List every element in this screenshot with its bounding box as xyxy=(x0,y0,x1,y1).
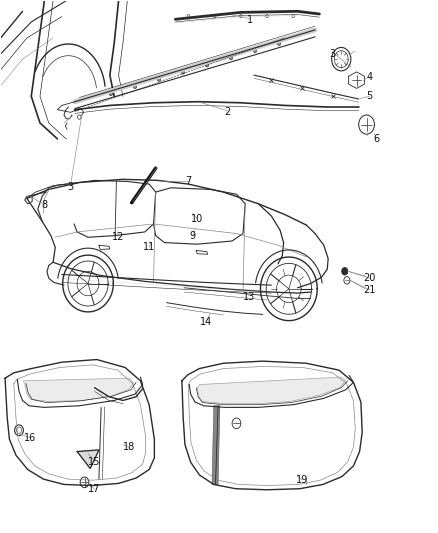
Circle shape xyxy=(342,268,348,275)
Text: 19: 19 xyxy=(296,475,308,485)
Circle shape xyxy=(205,63,209,67)
Circle shape xyxy=(253,49,257,53)
Text: 7: 7 xyxy=(185,176,191,187)
Text: 11: 11 xyxy=(143,243,155,252)
Text: 15: 15 xyxy=(88,457,101,467)
Text: 18: 18 xyxy=(124,442,136,452)
Circle shape xyxy=(229,55,233,60)
Text: 8: 8 xyxy=(41,200,47,210)
Text: 4: 4 xyxy=(367,72,373,82)
Text: 20: 20 xyxy=(364,273,376,283)
Text: 17: 17 xyxy=(88,484,101,494)
Text: 3: 3 xyxy=(329,49,336,59)
Circle shape xyxy=(181,70,185,74)
Text: 6: 6 xyxy=(373,134,379,144)
Polygon shape xyxy=(23,378,134,401)
Text: 1: 1 xyxy=(247,15,254,26)
Text: 10: 10 xyxy=(191,214,203,224)
Text: 16: 16 xyxy=(24,433,36,443)
Text: 21: 21 xyxy=(364,285,376,295)
Text: 2: 2 xyxy=(225,107,231,117)
Text: 9: 9 xyxy=(190,231,196,241)
Text: 13: 13 xyxy=(244,292,256,302)
Circle shape xyxy=(133,84,137,88)
Polygon shape xyxy=(212,406,220,484)
Polygon shape xyxy=(197,377,346,403)
Text: 14: 14 xyxy=(200,317,212,327)
Text: 5: 5 xyxy=(367,91,373,101)
Circle shape xyxy=(157,77,161,82)
Text: 12: 12 xyxy=(113,232,125,242)
Circle shape xyxy=(277,41,281,45)
Polygon shape xyxy=(77,450,99,469)
Text: 3: 3 xyxy=(67,182,74,192)
Circle shape xyxy=(109,92,113,96)
